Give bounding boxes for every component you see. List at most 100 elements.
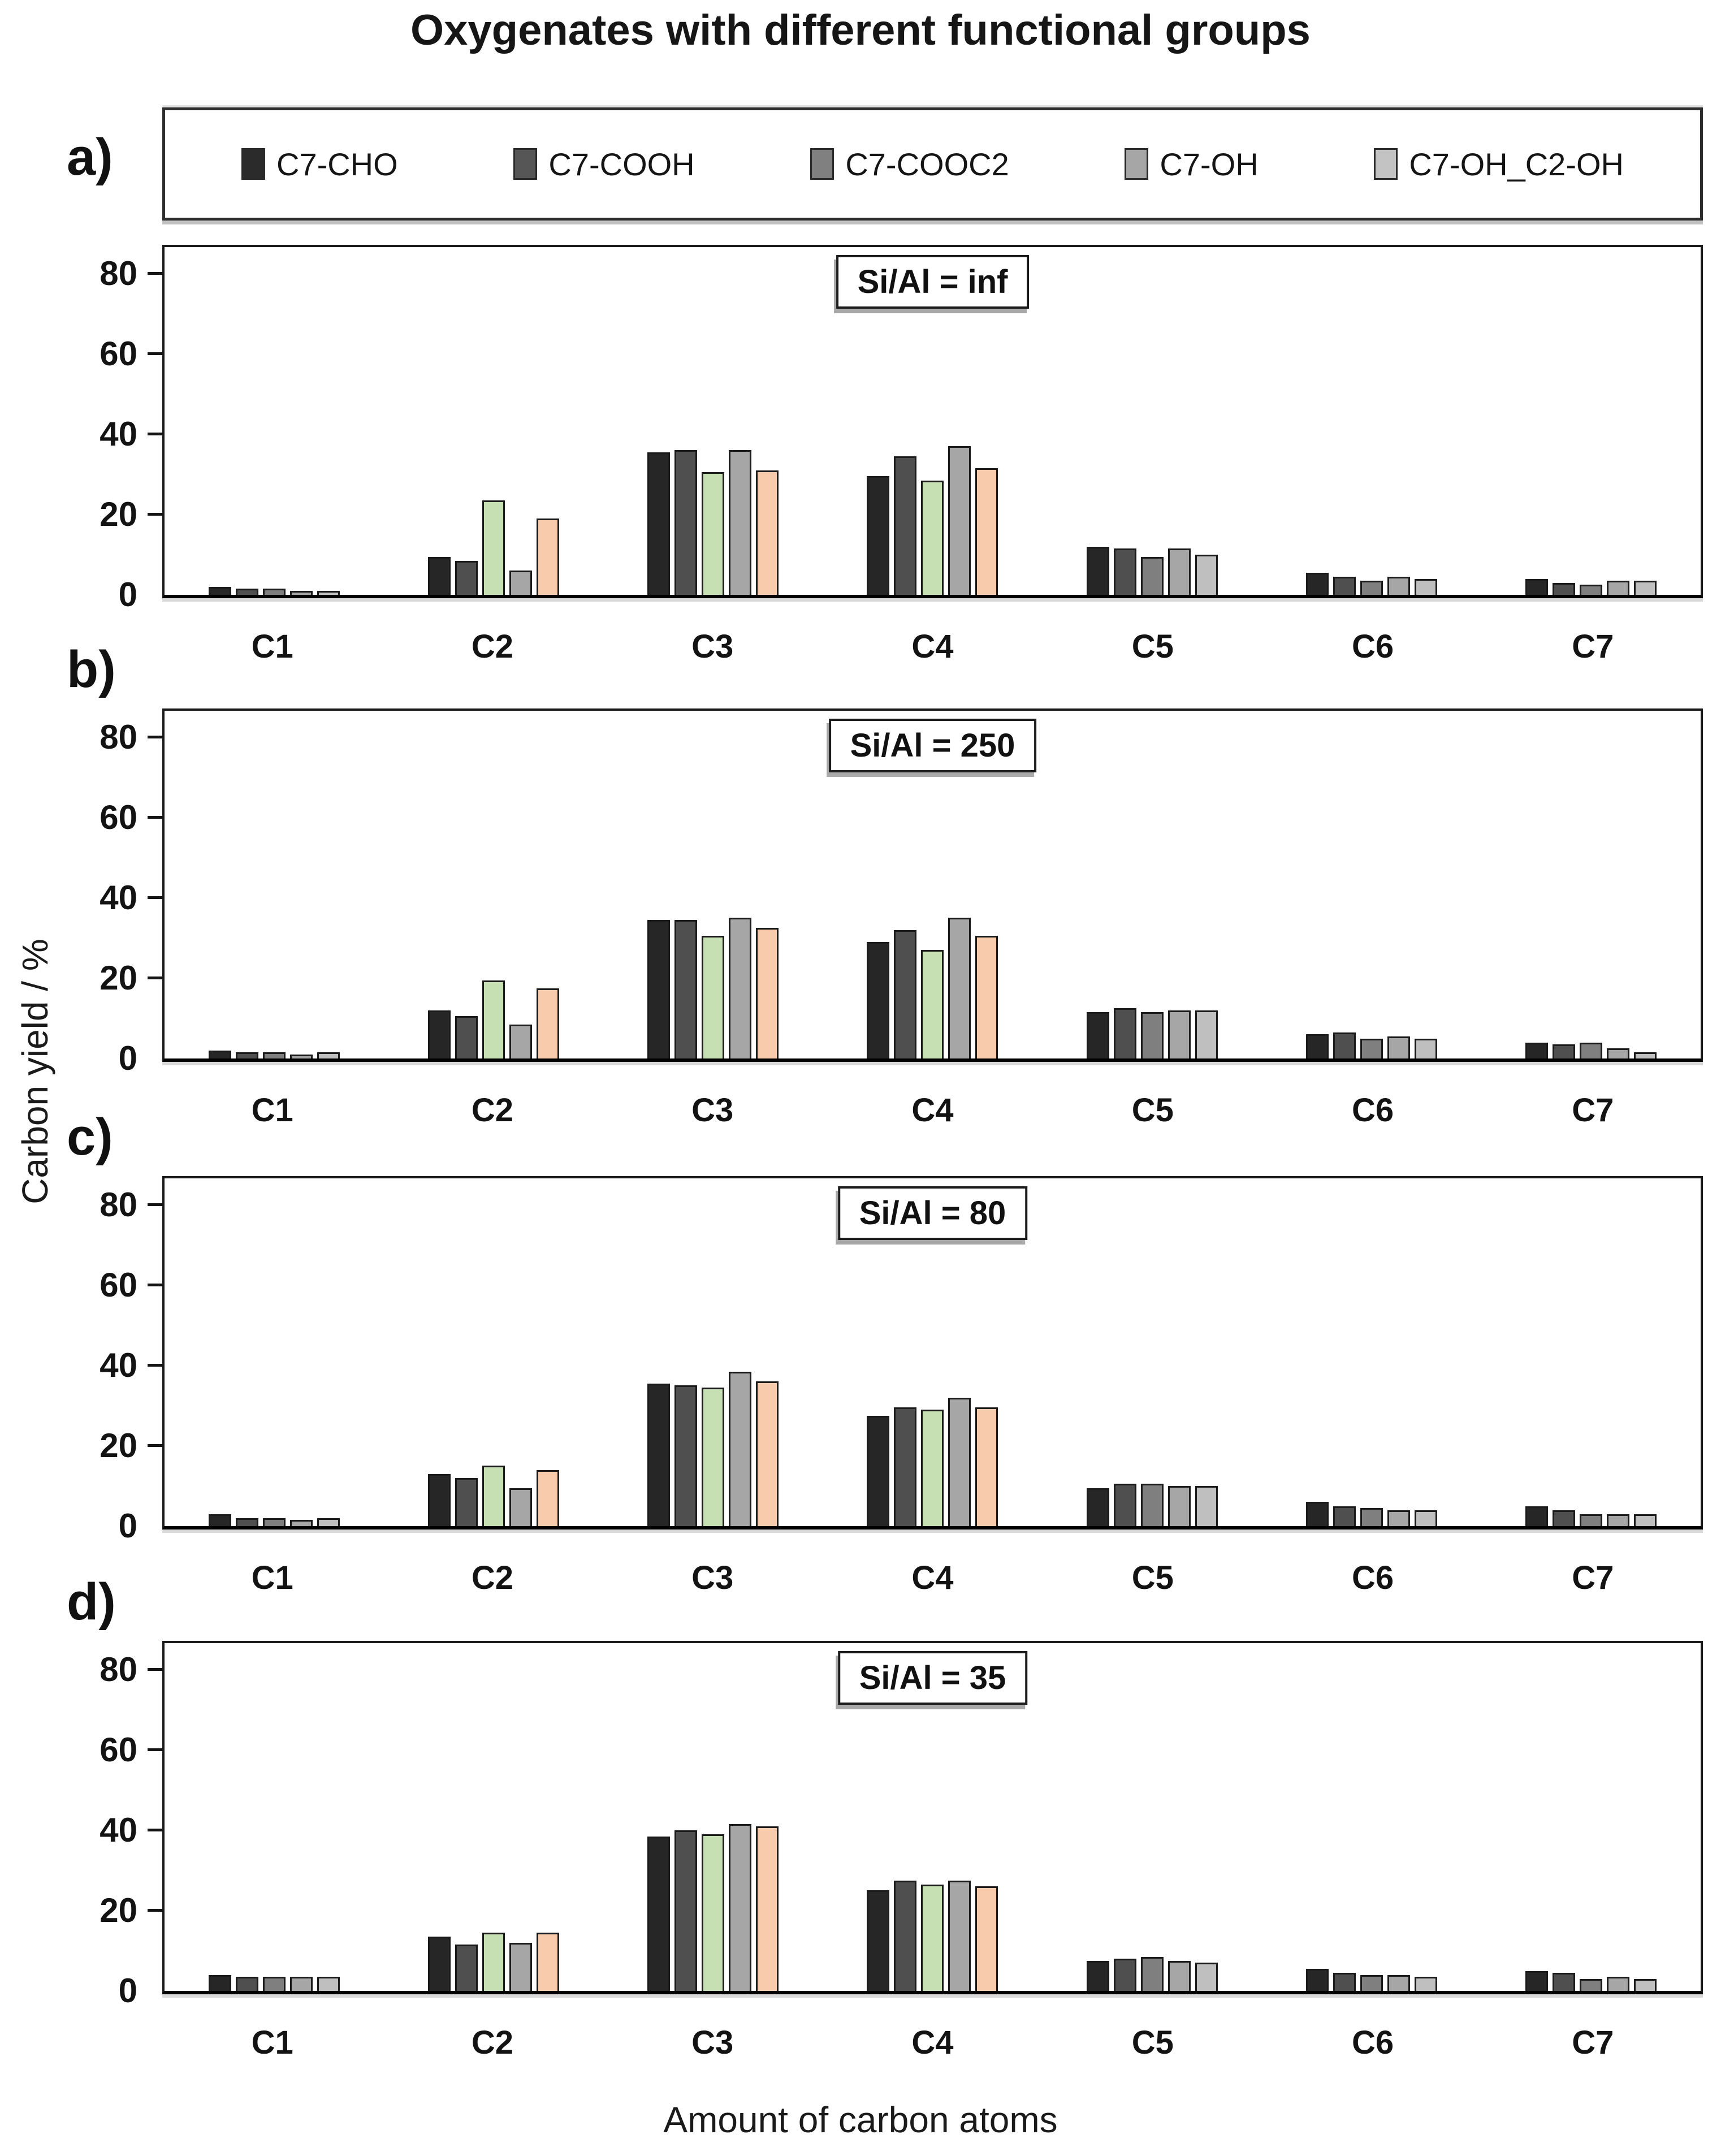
bar-C2-C7-COOC2 (482, 980, 505, 1058)
bar-group-C4 (823, 247, 1042, 595)
bar-C4-C7-COOC2 (921, 950, 944, 1058)
bar-C4-C7-COOC2 (921, 1410, 944, 1526)
bar-C4-C7-OH_C2-OH (975, 1407, 998, 1526)
panel-letter-d: d) (67, 1573, 116, 1631)
bar-group-C7 (1481, 711, 1701, 1058)
bar-group-C6 (1262, 711, 1481, 1058)
x-axis-category-label-C4: C4 (911, 628, 954, 665)
si-al-annotation: Si/Al = inf (836, 255, 1030, 309)
bar-C1-C7-COOC2 (263, 1518, 286, 1526)
bar-C3-C7-OH_C2-OH (756, 1826, 779, 1991)
bar-C2-C7-COOH (455, 1477, 478, 1526)
bar-group-C5 (1043, 247, 1262, 595)
y-axis-tick (148, 1363, 162, 1367)
x-axis-category-label-C2: C2 (471, 1092, 513, 1129)
bar-C4-C7-OH (948, 1880, 971, 1991)
bar-C1-C7-COOC2 (263, 1052, 286, 1058)
bar-C1-C7-CHO (209, 1050, 232, 1058)
y-axis-tick-label: 60 (100, 1730, 137, 1769)
bar-group-C3 (603, 247, 823, 595)
bar-group-C6 (1262, 247, 1481, 595)
x-axis-category-label-C1: C1 (251, 1092, 293, 1129)
bar-C3-C7-CHO (647, 1836, 671, 1991)
legend-label: C7-OH_C2-OH (1409, 146, 1624, 182)
bar-C3-C7-OH_C2-OH (756, 928, 779, 1058)
legend-item-C7-OH: C7-OH (1125, 146, 1259, 183)
bar-group-C1 (165, 1643, 384, 1991)
bar-C5-C7-COOH (1113, 1008, 1136, 1058)
x-axis-category-label-C7: C7 (1572, 628, 1614, 665)
legend-label: C7-CHO (276, 146, 398, 182)
bar-group-C3 (603, 711, 823, 1058)
bar-C7-C7-COOH (1552, 582, 1575, 595)
bar-C5-C7-COOC2 (1140, 1012, 1164, 1058)
x-axis-category-label-C3: C3 (691, 628, 734, 665)
bar-C5-C7-CHO (1086, 1960, 1109, 1991)
y-axis-tick-label: 0 (118, 1039, 137, 1077)
x-axis-category-labels: C1 C2 C3 C4 C5 C6 C7 (162, 2024, 1703, 2063)
bar-C6-C7-COOH (1333, 1973, 1356, 1991)
bar-C1-C7-OH_C2-OH (317, 1977, 340, 1991)
bar-group-C5 (1043, 1643, 1262, 1991)
bar-C1-C7-OH (290, 1054, 313, 1058)
y-axis-tick-label: 20 (100, 1426, 137, 1464)
bar-C6-C7-CHO (1305, 1034, 1329, 1058)
bar-C5-C7-OH_C2-OH (1195, 1485, 1218, 1526)
bar-C7-C7-OH (1606, 1514, 1629, 1526)
y-axis-tick-label: 0 (118, 1972, 137, 2010)
x-axis-category-label-C5: C5 (1131, 2024, 1174, 2061)
bar-C4-C7-CHO (867, 1415, 890, 1526)
bar-group-C3 (603, 1178, 823, 1526)
bar-C4-C7-OH (948, 918, 971, 1058)
y-axis-tick-label: 80 (100, 1650, 137, 1688)
y-axis-tick (148, 352, 162, 355)
bar-group-C5 (1043, 711, 1262, 1058)
plot-panel-b: Si/Al = 250 0 20 40 60 80 (100, 708, 1703, 1075)
bar-C3-C7-COOH (674, 919, 698, 1058)
bar-C5-C7-OH_C2-OH (1195, 1963, 1218, 1991)
bar-C3-C7-OH (729, 450, 752, 595)
bars-area (165, 711, 1701, 1058)
legend-swatch-icon (241, 148, 265, 180)
bar-C6-C7-COOH (1333, 577, 1356, 595)
bar-C7-C7-COOH (1552, 1973, 1575, 1991)
bar-C7-C7-COOC2 (1579, 585, 1602, 595)
bar-C1-C7-OH_C2-OH (317, 1052, 340, 1058)
bar-C5-C7-OH (1167, 1960, 1191, 1991)
bar-C4-C7-COOC2 (921, 480, 944, 595)
x-axis-category-label-C7: C7 (1572, 1092, 1614, 1129)
bar-C2-C7-CHO (428, 1010, 451, 1058)
si-al-annotation: Si/Al = 250 (828, 719, 1037, 772)
x-axis-category-label-C6: C6 (1351, 2024, 1394, 2061)
y-axis-tick-label: 40 (100, 1346, 137, 1384)
x-axis-category-label-C1: C1 (251, 628, 293, 665)
bar-C3-C7-OH_C2-OH (756, 1381, 779, 1526)
y-axis-tick (148, 512, 162, 516)
bar-C3-C7-COOH (674, 1830, 698, 1991)
bar-C7-C7-OH_C2-OH (1633, 1978, 1657, 1991)
y-axis-tick-label: 80 (100, 1185, 137, 1224)
bar-C7-C7-OH_C2-OH (1633, 1514, 1657, 1526)
bar-C2-C7-CHO (428, 1937, 451, 1991)
bar-C3-C7-CHO (647, 919, 671, 1058)
y-axis-tick (148, 735, 162, 738)
bar-group-C7 (1481, 1178, 1701, 1526)
bar-C3-C7-OH (729, 1824, 752, 1991)
bar-group-C1 (165, 711, 384, 1058)
y-axis-tick (148, 1203, 162, 1206)
bar-group-C4 (823, 1178, 1042, 1526)
bar-C4-C7-OH (948, 1397, 971, 1526)
legend-label: C7-COOC2 (845, 146, 1009, 182)
bar-C1-C7-OH_C2-OH (317, 1518, 340, 1526)
x-axis-category-label-C2: C2 (471, 2024, 513, 2061)
panel-letter-b: b) (67, 641, 116, 698)
y-axis-tick (148, 1748, 162, 1751)
x-axis-category-label-C3: C3 (691, 1559, 734, 1596)
x-axis-category-label-C6: C6 (1351, 1092, 1394, 1129)
bar-C2-C7-COOC2 (482, 500, 505, 595)
bar-C6-C7-OH_C2-OH (1414, 1510, 1437, 1526)
bar-C1-C7-COOC2 (263, 1977, 286, 1991)
legend: C7-CHO C7-COOH C7-COOC2 C7-OH C7-OH_C2-OH (162, 107, 1703, 221)
bar-C2-C7-COOC2 (482, 1466, 505, 1526)
bar-C7-C7-OH (1606, 581, 1629, 595)
